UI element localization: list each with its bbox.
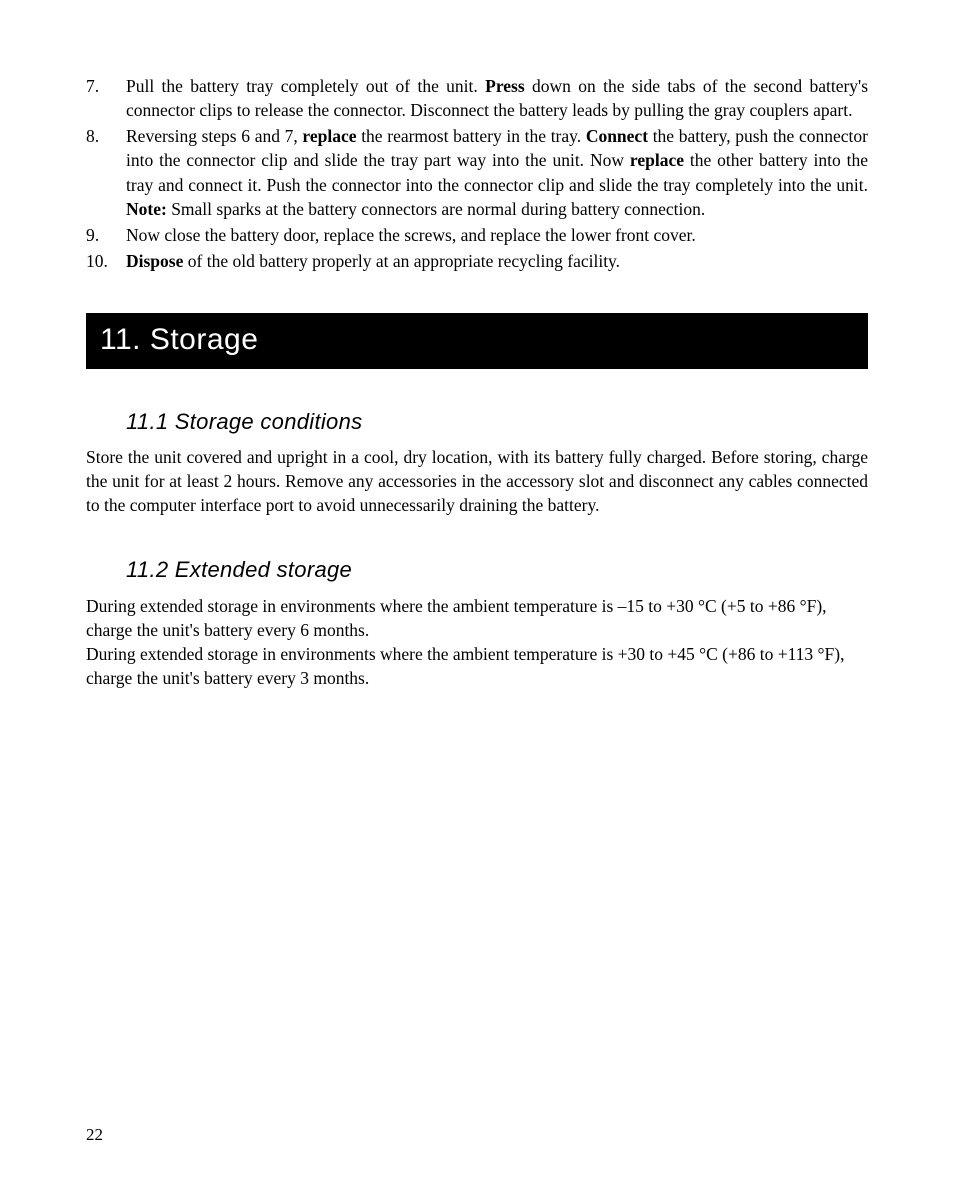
procedure-list: 7. Pull the battery tray completely out … <box>86 74 868 273</box>
step-body: Dispose of the old battery properly at a… <box>126 249 868 273</box>
paragraph: During extended storage in environments … <box>86 594 868 642</box>
text: Now close the battery door, replace the … <box>126 225 696 245</box>
bold-text: Dispose <box>126 251 183 271</box>
page-content: 7. Pull the battery tray completely out … <box>0 0 954 690</box>
bold-text: Connect <box>586 126 648 146</box>
step-number: 10. <box>86 249 126 273</box>
paragraph: During extended storage in environments … <box>86 642 868 690</box>
bold-text: replace <box>302 126 356 146</box>
list-item: 8. Reversing steps 6 and 7, replace the … <box>86 124 868 221</box>
bold-text: Note: <box>126 199 167 219</box>
step-body: Reversing steps 6 and 7, replace the rea… <box>126 124 868 221</box>
bold-text: replace <box>630 150 684 170</box>
step-body: Now close the battery door, replace the … <box>126 223 868 247</box>
step-number: 9. <box>86 223 126 247</box>
list-item: 10. Dispose of the old battery properly … <box>86 249 868 273</box>
step-number: 8. <box>86 124 126 148</box>
text: the rearmost battery in the tray. <box>357 126 586 146</box>
list-item: 7. Pull the battery tray completely out … <box>86 74 868 122</box>
step-number: 7. <box>86 74 126 98</box>
section-heading: 11. Storage <box>86 313 868 368</box>
step-body: Pull the battery tray completely out of … <box>126 74 868 122</box>
subsection-heading: 11.2 Extended storage <box>126 555 868 585</box>
page-number: 22 <box>86 1123 103 1146</box>
text: Reversing steps 6 and 7, <box>126 126 302 146</box>
list-item: 9. Now close the battery door, replace t… <box>86 223 868 247</box>
text: of the old battery properly at an approp… <box>183 251 620 271</box>
text: Pull the battery tray completely out of … <box>126 76 485 96</box>
bold-text: Press <box>485 76 525 96</box>
paragraph: Store the unit covered and upright in a … <box>86 445 868 517</box>
subsection-heading: 11.1 Storage conditions <box>126 407 868 437</box>
text: Small sparks at the battery connectors a… <box>167 199 705 219</box>
